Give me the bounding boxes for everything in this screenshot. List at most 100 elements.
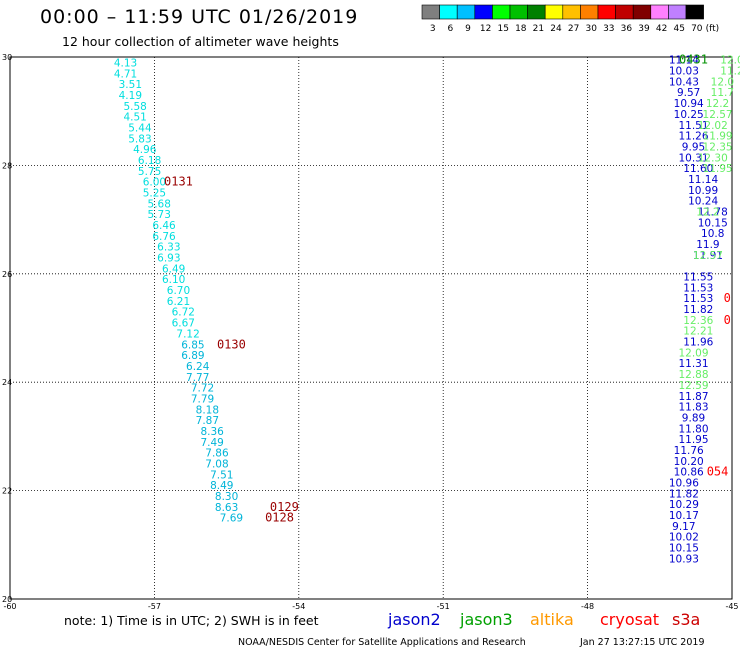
- swh-value: 12.57: [693, 250, 723, 262]
- pass-time-label: 0: [724, 291, 731, 305]
- colorbar-label: 42: [656, 24, 667, 34]
- swh-value: 6.72: [172, 307, 195, 319]
- swh-value: 12.21: [683, 326, 713, 338]
- swh-value: 3.51: [119, 79, 142, 91]
- footer: note: 1) Time is in UTC; 2) SWH is in fe…: [64, 610, 705, 648]
- y-tick-label: 20: [2, 595, 12, 604]
- swh-value: 11.82: [683, 304, 713, 316]
- plot-frame: [9, 56, 733, 600]
- swh-value: 10.93: [669, 553, 699, 565]
- swh-value: 7.79: [191, 393, 214, 405]
- swh-value: 11.14: [688, 174, 718, 186]
- swh-value: 12.2: [696, 206, 719, 218]
- swh-value: 6.70: [167, 285, 190, 297]
- colorbar-label: 15: [497, 24, 508, 34]
- swh-value: 7.12: [176, 328, 199, 340]
- x-tick-label: -48: [581, 602, 594, 611]
- swh-value: 6.33: [157, 242, 180, 254]
- colorbar-label: 36: [621, 24, 633, 34]
- swh-value: 11.95: [703, 163, 733, 175]
- swh-value: 10.02: [669, 532, 699, 544]
- swh-value: 12.30: [698, 152, 728, 164]
- swh-value: 12.35: [703, 141, 733, 153]
- swh-value: 6.85: [181, 339, 204, 351]
- footer-credit: NOAA/NESDIS Center for Satellite Applica…: [238, 637, 526, 648]
- swh-value: 6.00: [143, 177, 166, 189]
- swh-value: 11.51: [678, 120, 708, 132]
- colorbar-label: 18: [515, 24, 527, 34]
- swh-value: 7.72: [191, 383, 214, 395]
- swh-value: 11.31: [678, 358, 708, 370]
- swh-value: 5.58: [123, 101, 146, 113]
- swh-value: 6.93: [157, 253, 180, 265]
- colorbar-label: 12: [480, 24, 491, 34]
- swh-value: 6.89: [181, 350, 204, 362]
- satellite-legend-jason2: jason2: [387, 610, 441, 629]
- swh-value: 7.49: [200, 437, 223, 449]
- swh-value: 10.8: [701, 228, 724, 240]
- swh-value: 10.99: [688, 185, 718, 197]
- swh-value: 12.0: [711, 76, 734, 88]
- swh-value: 6.46: [152, 220, 176, 232]
- swh-value: 10.29: [669, 499, 699, 511]
- swh-value: 11.96: [683, 337, 713, 349]
- x-tick-label: -60: [3, 602, 16, 611]
- swh-value: 12.88: [678, 369, 708, 381]
- x-tick-label: -51: [437, 602, 450, 611]
- pass-time-label: 0128: [265, 511, 294, 525]
- swh-value: 9.95: [682, 141, 705, 153]
- swh-value: 11.26: [678, 131, 708, 143]
- swh-value: 9.17: [672, 521, 695, 533]
- swh-value: 5.25: [143, 188, 166, 200]
- swh-value: 4.51: [123, 112, 146, 124]
- swh-value: 11.99: [703, 131, 733, 143]
- swh-value: 10.17: [669, 510, 699, 522]
- x-tick-label: -57: [148, 602, 161, 611]
- colorbar-label: 9: [465, 24, 471, 34]
- swh-value: 6.76: [152, 231, 176, 243]
- swh-value: 7.86: [205, 448, 229, 460]
- swh-value: 5.44: [128, 122, 152, 134]
- swh-value: 12.57: [703, 109, 733, 121]
- swh-value: 10.15: [698, 217, 728, 229]
- satellite-legend-altika: altika: [530, 610, 574, 629]
- swh-value: 11.9: [696, 239, 719, 251]
- swh-value: 4.19: [119, 90, 142, 102]
- swh-value: 10.15: [669, 543, 699, 555]
- swh-value: 11.55: [683, 272, 713, 284]
- pass-time-label: 0431: [679, 53, 708, 67]
- swh-value: 6.49: [162, 263, 185, 275]
- swh-value: 12.0: [720, 55, 740, 67]
- swh-value: 7.51: [210, 469, 233, 481]
- swh-value: 10.94: [674, 98, 704, 110]
- swh-value: 10.31: [678, 152, 708, 164]
- pass-time-label: 054: [707, 465, 729, 479]
- data-points: 4.134.713.514.195.584.515.445.834.966.18…: [114, 55, 740, 566]
- swh-value: 5.83: [128, 133, 151, 145]
- swh-value: 6.18: [138, 155, 161, 167]
- colorbar-label: 33: [603, 24, 614, 34]
- swh-value: 7.87: [196, 415, 219, 427]
- swh-value: 10.25: [674, 109, 704, 121]
- colorbar-label: 45: [673, 24, 684, 34]
- footer-note: note: 1) Time is in UTC; 2) SWH is in fe…: [64, 613, 319, 628]
- y-tick-label: 22: [2, 487, 12, 496]
- color-scale-legend: 3 6 9 12 15 18 21 24 27 30 33 36 39 42 45 70 (ft): [421, 4, 719, 34]
- y-tick-label: 24: [2, 378, 12, 387]
- swh-value: 5.73: [148, 209, 171, 221]
- y-tick-label: 26: [2, 270, 12, 279]
- swh-value: 4.13: [114, 57, 137, 69]
- colorbar-label: 27: [568, 24, 579, 34]
- swh-value: 7.08: [205, 459, 228, 471]
- swh-value: 11.53: [683, 293, 713, 305]
- colorbar-swatch: [685, 4, 704, 20]
- swh-value: 10.20: [674, 456, 704, 468]
- x-tick-label: -54: [292, 602, 305, 611]
- colorbar-label: 21: [533, 24, 544, 34]
- swh-value: 11.7: [711, 87, 734, 99]
- satellite-legend-cryosat: cryosat: [600, 610, 659, 629]
- swh-value: 8.18: [196, 404, 219, 416]
- plot-grid: [9, 56, 733, 600]
